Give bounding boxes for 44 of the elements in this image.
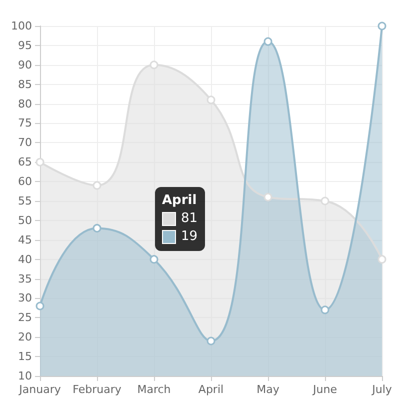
y-tick-label: 80 — [18, 97, 32, 110]
y-tick-label: 35 — [18, 272, 32, 286]
x-tick-label: March — [137, 383, 171, 396]
point — [36, 158, 44, 166]
y-tick-label: 40 — [18, 252, 32, 266]
annotation: April — [162, 192, 198, 210]
point — [264, 37, 272, 46]
y-tick-label: 10 — [18, 370, 32, 382]
point — [92, 181, 102, 190]
point — [320, 196, 330, 206]
y-tick-label: 30 — [18, 292, 32, 305]
point — [150, 255, 158, 264]
point — [378, 255, 386, 264]
point — [264, 192, 272, 202]
point — [378, 22, 386, 30]
y-tick-label: 25 — [18, 311, 32, 324]
y-tick-label: 70 — [18, 136, 32, 150]
y-tick-label: 100 — [11, 20, 32, 32]
y-tick-label: 15 — [18, 350, 32, 364]
y-tick-label: 90 — [18, 58, 32, 72]
tooltip: April 81 19 — [155, 187, 205, 251]
y-tick-label: 95 — [18, 38, 32, 52]
annotation: 19 — [181, 228, 198, 246]
point — [320, 306, 330, 314]
y-tick-label: 50 — [18, 214, 32, 227]
point — [36, 302, 44, 310]
y-tick-label: 45 — [18, 233, 32, 246]
point — [206, 96, 216, 104]
x-tick-label: January — [18, 383, 62, 396]
x-tick-label: May — [256, 383, 280, 396]
y-tick-label: 75 — [18, 116, 32, 130]
annotation: 81 — [181, 210, 198, 228]
point — [92, 224, 102, 232]
y-tick-label: 85 — [18, 78, 32, 91]
y-tick-label: 60 — [18, 175, 32, 188]
y-tick-label: 20 — [18, 330, 32, 344]
y-tick-label: 65 — [18, 156, 32, 169]
point — [150, 60, 158, 70]
point — [206, 336, 216, 346]
y-tick-label: 55 — [18, 194, 32, 208]
x-tick-label: February — [72, 383, 122, 396]
x-tick-label: July — [371, 383, 392, 396]
x-tick-label: April — [198, 383, 224, 396]
x-tick-label: June — [312, 383, 338, 396]
